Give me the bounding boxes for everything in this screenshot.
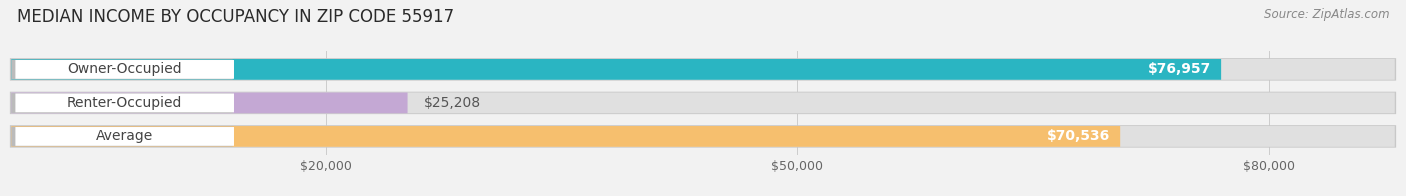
FancyBboxPatch shape <box>11 60 233 79</box>
FancyBboxPatch shape <box>11 59 1395 80</box>
Text: $25,208: $25,208 <box>425 96 481 110</box>
Text: Source: ZipAtlas.com: Source: ZipAtlas.com <box>1264 8 1389 21</box>
FancyBboxPatch shape <box>15 93 233 112</box>
FancyBboxPatch shape <box>11 127 233 146</box>
FancyBboxPatch shape <box>11 126 1121 147</box>
Text: $76,957: $76,957 <box>1149 62 1212 76</box>
Text: $70,536: $70,536 <box>1047 129 1111 143</box>
FancyBboxPatch shape <box>10 125 1396 148</box>
Text: Average: Average <box>96 129 153 143</box>
Text: Renter-Occupied: Renter-Occupied <box>67 96 183 110</box>
FancyBboxPatch shape <box>15 60 233 79</box>
FancyBboxPatch shape <box>10 58 1396 81</box>
FancyBboxPatch shape <box>11 93 233 113</box>
Text: Owner-Occupied: Owner-Occupied <box>67 62 181 76</box>
FancyBboxPatch shape <box>15 127 233 146</box>
FancyBboxPatch shape <box>11 126 1395 147</box>
FancyBboxPatch shape <box>10 92 1396 114</box>
FancyBboxPatch shape <box>11 93 1395 113</box>
Text: MEDIAN INCOME BY OCCUPANCY IN ZIP CODE 55917: MEDIAN INCOME BY OCCUPANCY IN ZIP CODE 5… <box>17 8 454 26</box>
FancyBboxPatch shape <box>11 59 1222 80</box>
FancyBboxPatch shape <box>11 93 408 113</box>
